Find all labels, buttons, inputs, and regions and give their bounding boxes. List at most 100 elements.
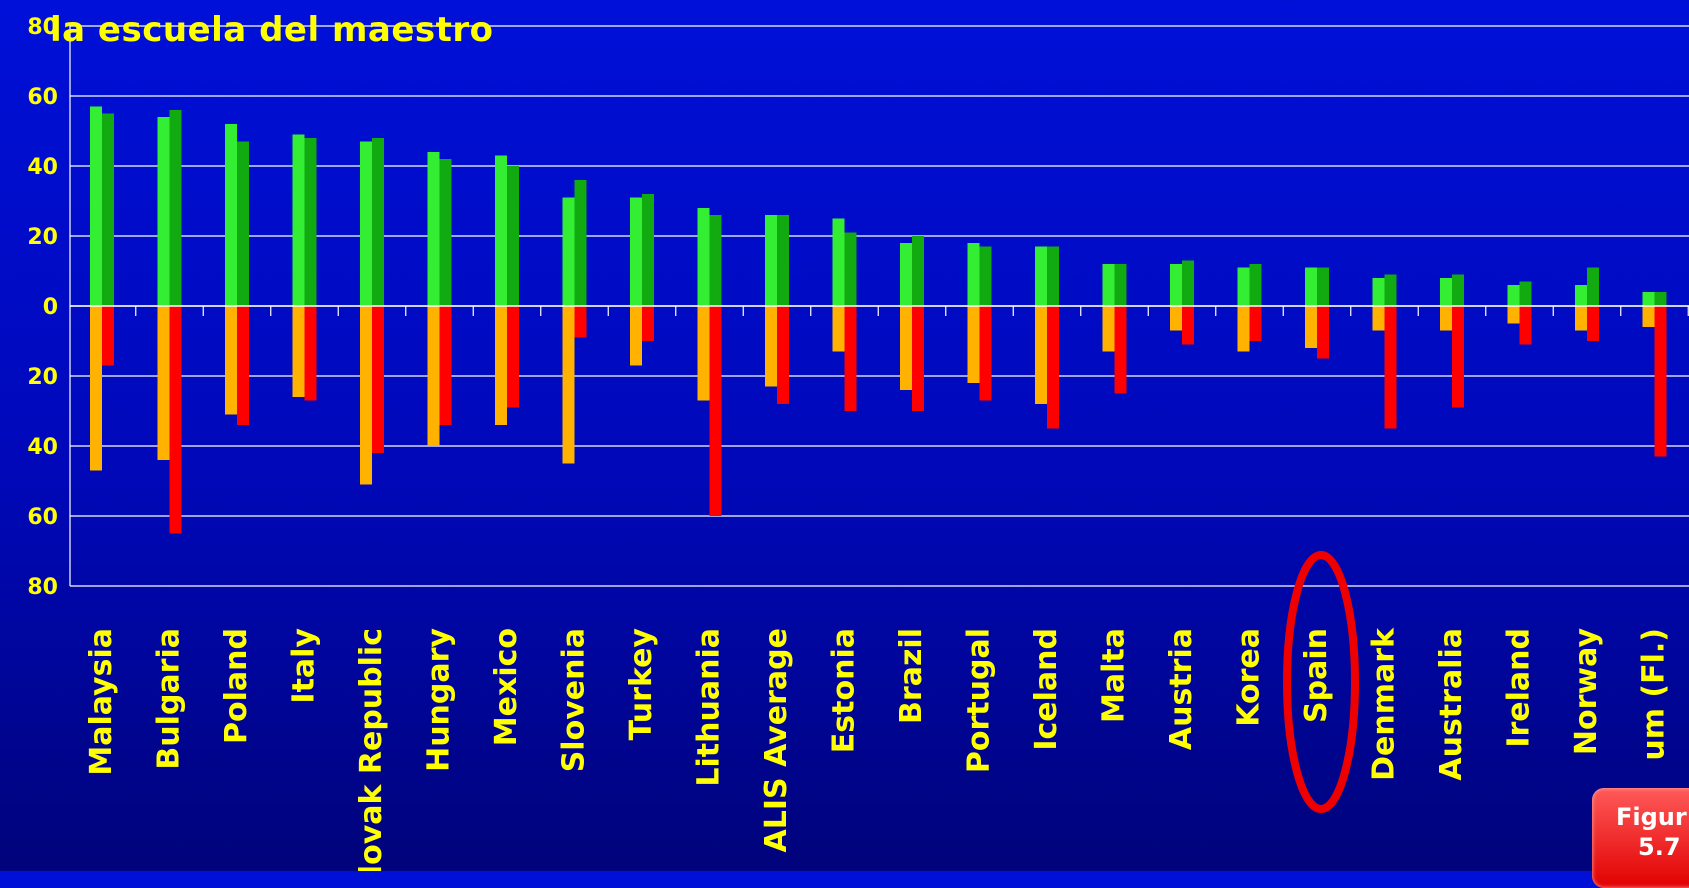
bar-series2-1	[169, 110, 182, 306]
y-tick-label: 0	[43, 295, 58, 320]
bar-series1-22	[1575, 285, 1587, 306]
bar-series3-4	[360, 306, 372, 485]
y-tick-label: 20	[27, 365, 58, 390]
y-tick-labels: 80 60 40 20 0 20 40 60 80	[27, 15, 58, 600]
bar-series4-23	[1654, 306, 1667, 457]
bar-series1-19	[1372, 278, 1385, 306]
bar-series2-8	[642, 194, 654, 306]
bar-series3-15	[1102, 306, 1115, 352]
bar-series4-2	[237, 306, 249, 425]
bar-series2-21	[1519, 281, 1532, 306]
bar-series2-10	[777, 215, 789, 306]
bar-series2-2	[237, 141, 249, 306]
bar-series2-12	[912, 236, 924, 306]
bar-series3-2	[225, 306, 237, 415]
x-tick-label: Estonia	[827, 628, 862, 753]
x-tick-label: Brazil	[894, 628, 929, 724]
bar-series4-15	[1114, 306, 1127, 394]
bar-series3-10	[765, 306, 777, 387]
bar-series4-10	[777, 306, 789, 404]
bar-series4-4	[372, 306, 384, 453]
x-tick-label: ALIS Average	[759, 628, 794, 852]
x-tick-label: lovak Republic	[354, 628, 389, 871]
bar-series3-18	[1305, 306, 1317, 348]
bar-series2-15	[1114, 264, 1127, 306]
x-tick-label: Poland	[219, 628, 254, 744]
bar-series4-5	[439, 306, 452, 425]
figure-badge-line2: 5.7	[1638, 833, 1681, 861]
y-tick-label: 80	[27, 575, 58, 600]
x-tick-label: Malaysia	[84, 628, 119, 776]
bar-series3-11	[832, 306, 845, 352]
bar-series2-4	[372, 138, 384, 306]
x-tick-label: Mexico	[489, 628, 524, 746]
chart-title: la escuela del maestro	[50, 10, 494, 50]
bar-series2-22	[1587, 267, 1599, 306]
bar-series2-23	[1654, 292, 1667, 306]
x-tick-label: Portugal	[962, 628, 997, 773]
y-tick-label: 60	[27, 85, 58, 110]
bar-series2-7	[574, 180, 587, 306]
axes	[69, 26, 1689, 586]
y-tick-label: 40	[27, 435, 58, 460]
bar-series1-2	[225, 124, 237, 306]
bar-series3-8	[630, 306, 642, 366]
bar-series1-20	[1440, 278, 1452, 306]
bar-series1-1	[157, 117, 170, 306]
bar-series1-16	[1170, 264, 1182, 306]
x-tick-labels: Malaysia Bulgaria Poland Italy lovak Republi…	[84, 627, 1672, 871]
bar-series4-1	[169, 306, 182, 534]
bar-series3-6	[495, 306, 507, 425]
bar-series3-12	[900, 306, 912, 390]
bar-series3-7	[562, 306, 575, 464]
bar-series1-11	[832, 218, 845, 306]
bar-series1-6	[495, 155, 507, 306]
highlight-ellipse-spain	[1283, 551, 1359, 813]
x-tick-label: Slovenia	[557, 628, 592, 772]
x-tick-label: Australia	[1434, 628, 1469, 781]
figure-badge-line1: Figur	[1616, 803, 1687, 831]
bar-series4-18	[1317, 306, 1329, 359]
bar-series4-8	[642, 306, 654, 341]
x-tick-label: Turkey	[624, 628, 659, 741]
bar-series4-3	[304, 306, 317, 401]
bar-series3-20	[1440, 306, 1452, 331]
x-tick-label: Spain	[1299, 628, 1334, 723]
bar-series3-9	[697, 306, 710, 401]
bar-series1-12	[900, 243, 912, 306]
bar-series2-20	[1452, 274, 1464, 306]
bar-series2-9	[709, 215, 722, 306]
bar-series1-14	[1035, 246, 1047, 306]
bar-series1-21	[1507, 285, 1520, 306]
y-tick-label: 40	[27, 155, 58, 180]
bar-series4-21	[1519, 306, 1532, 345]
bar-series1-17	[1237, 267, 1250, 306]
bar-series3-1	[157, 306, 170, 460]
bar-series3-14	[1035, 306, 1047, 404]
bar-series3-5	[427, 306, 440, 446]
y-tick-label: 60	[27, 505, 58, 530]
bar-series1-4	[360, 141, 372, 306]
x-tick-label: um (Fl.)	[1637, 628, 1672, 761]
bar-series4-0	[102, 306, 114, 366]
bar-series1-9	[697, 208, 710, 306]
bar-series2-3	[304, 138, 317, 306]
bar-series4-6	[507, 306, 519, 408]
bar-series2-19	[1384, 274, 1397, 306]
bar-series2-17	[1249, 264, 1262, 306]
x-tick-label: Austria	[1164, 628, 1199, 750]
bar-series1-23	[1642, 292, 1655, 306]
bar-series4-11	[844, 306, 857, 411]
bar-series3-19	[1372, 306, 1385, 331]
bar-series3-16	[1170, 306, 1182, 331]
y-tick-label: 80	[27, 15, 58, 40]
bar-series1-7	[562, 197, 575, 306]
bar-series1-13	[967, 243, 980, 306]
bar-series2-11	[844, 232, 857, 306]
figure-badge: Figur 5.7	[1592, 788, 1689, 888]
bar-series1-10	[765, 215, 777, 306]
bar-series4-16	[1182, 306, 1194, 345]
bar-series1-5	[427, 152, 440, 306]
bar-series1-8	[630, 197, 642, 306]
x-tick-label: Korea	[1232, 628, 1267, 727]
